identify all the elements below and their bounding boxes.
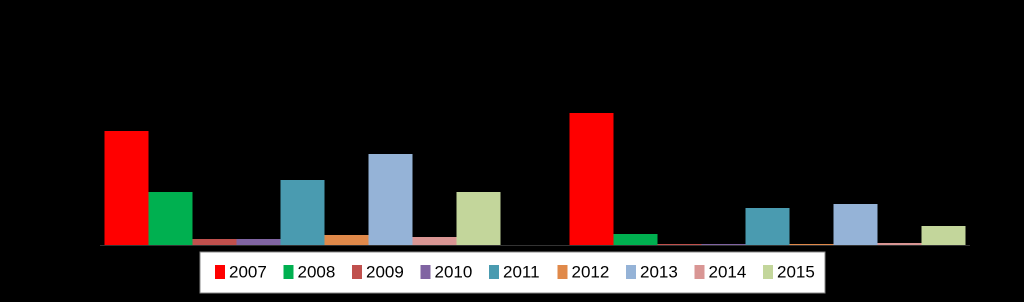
legend-label: 2012 bbox=[572, 262, 610, 281]
legend-swatch bbox=[352, 265, 362, 279]
bar bbox=[368, 154, 413, 245]
bar bbox=[657, 244, 702, 245]
bar bbox=[833, 204, 878, 245]
bar bbox=[569, 113, 614, 245]
legend-label: 2015 bbox=[777, 262, 815, 281]
legend-label: 2008 bbox=[298, 262, 336, 281]
legend-label: 2010 bbox=[435, 262, 473, 281]
bar bbox=[412, 237, 457, 245]
bar bbox=[701, 244, 746, 245]
bar bbox=[745, 208, 790, 245]
bar bbox=[324, 235, 369, 245]
legend-label: 2011 bbox=[503, 262, 540, 281]
bar bbox=[148, 192, 193, 245]
legend-swatch bbox=[215, 265, 225, 279]
legend-label: 2013 bbox=[640, 262, 678, 281]
bar bbox=[104, 131, 149, 245]
bar bbox=[280, 180, 325, 245]
bar bbox=[789, 244, 834, 245]
legend-label: 2009 bbox=[366, 262, 404, 281]
legend-swatch bbox=[694, 265, 705, 279]
bar bbox=[613, 234, 658, 245]
legend-swatch bbox=[626, 265, 636, 279]
legend-swatch bbox=[489, 265, 499, 279]
legend-swatch bbox=[420, 265, 431, 279]
bar bbox=[236, 239, 281, 245]
legend-label: 2014 bbox=[709, 262, 747, 281]
bar bbox=[456, 192, 501, 245]
legend-swatch bbox=[283, 265, 294, 279]
legend-swatch bbox=[557, 265, 568, 279]
legend-label: 2007 bbox=[229, 262, 267, 281]
legend-swatch bbox=[763, 265, 773, 279]
bar bbox=[877, 243, 922, 245]
bar bbox=[192, 239, 237, 245]
bar bbox=[921, 226, 966, 245]
legend-box bbox=[199, 251, 826, 294]
